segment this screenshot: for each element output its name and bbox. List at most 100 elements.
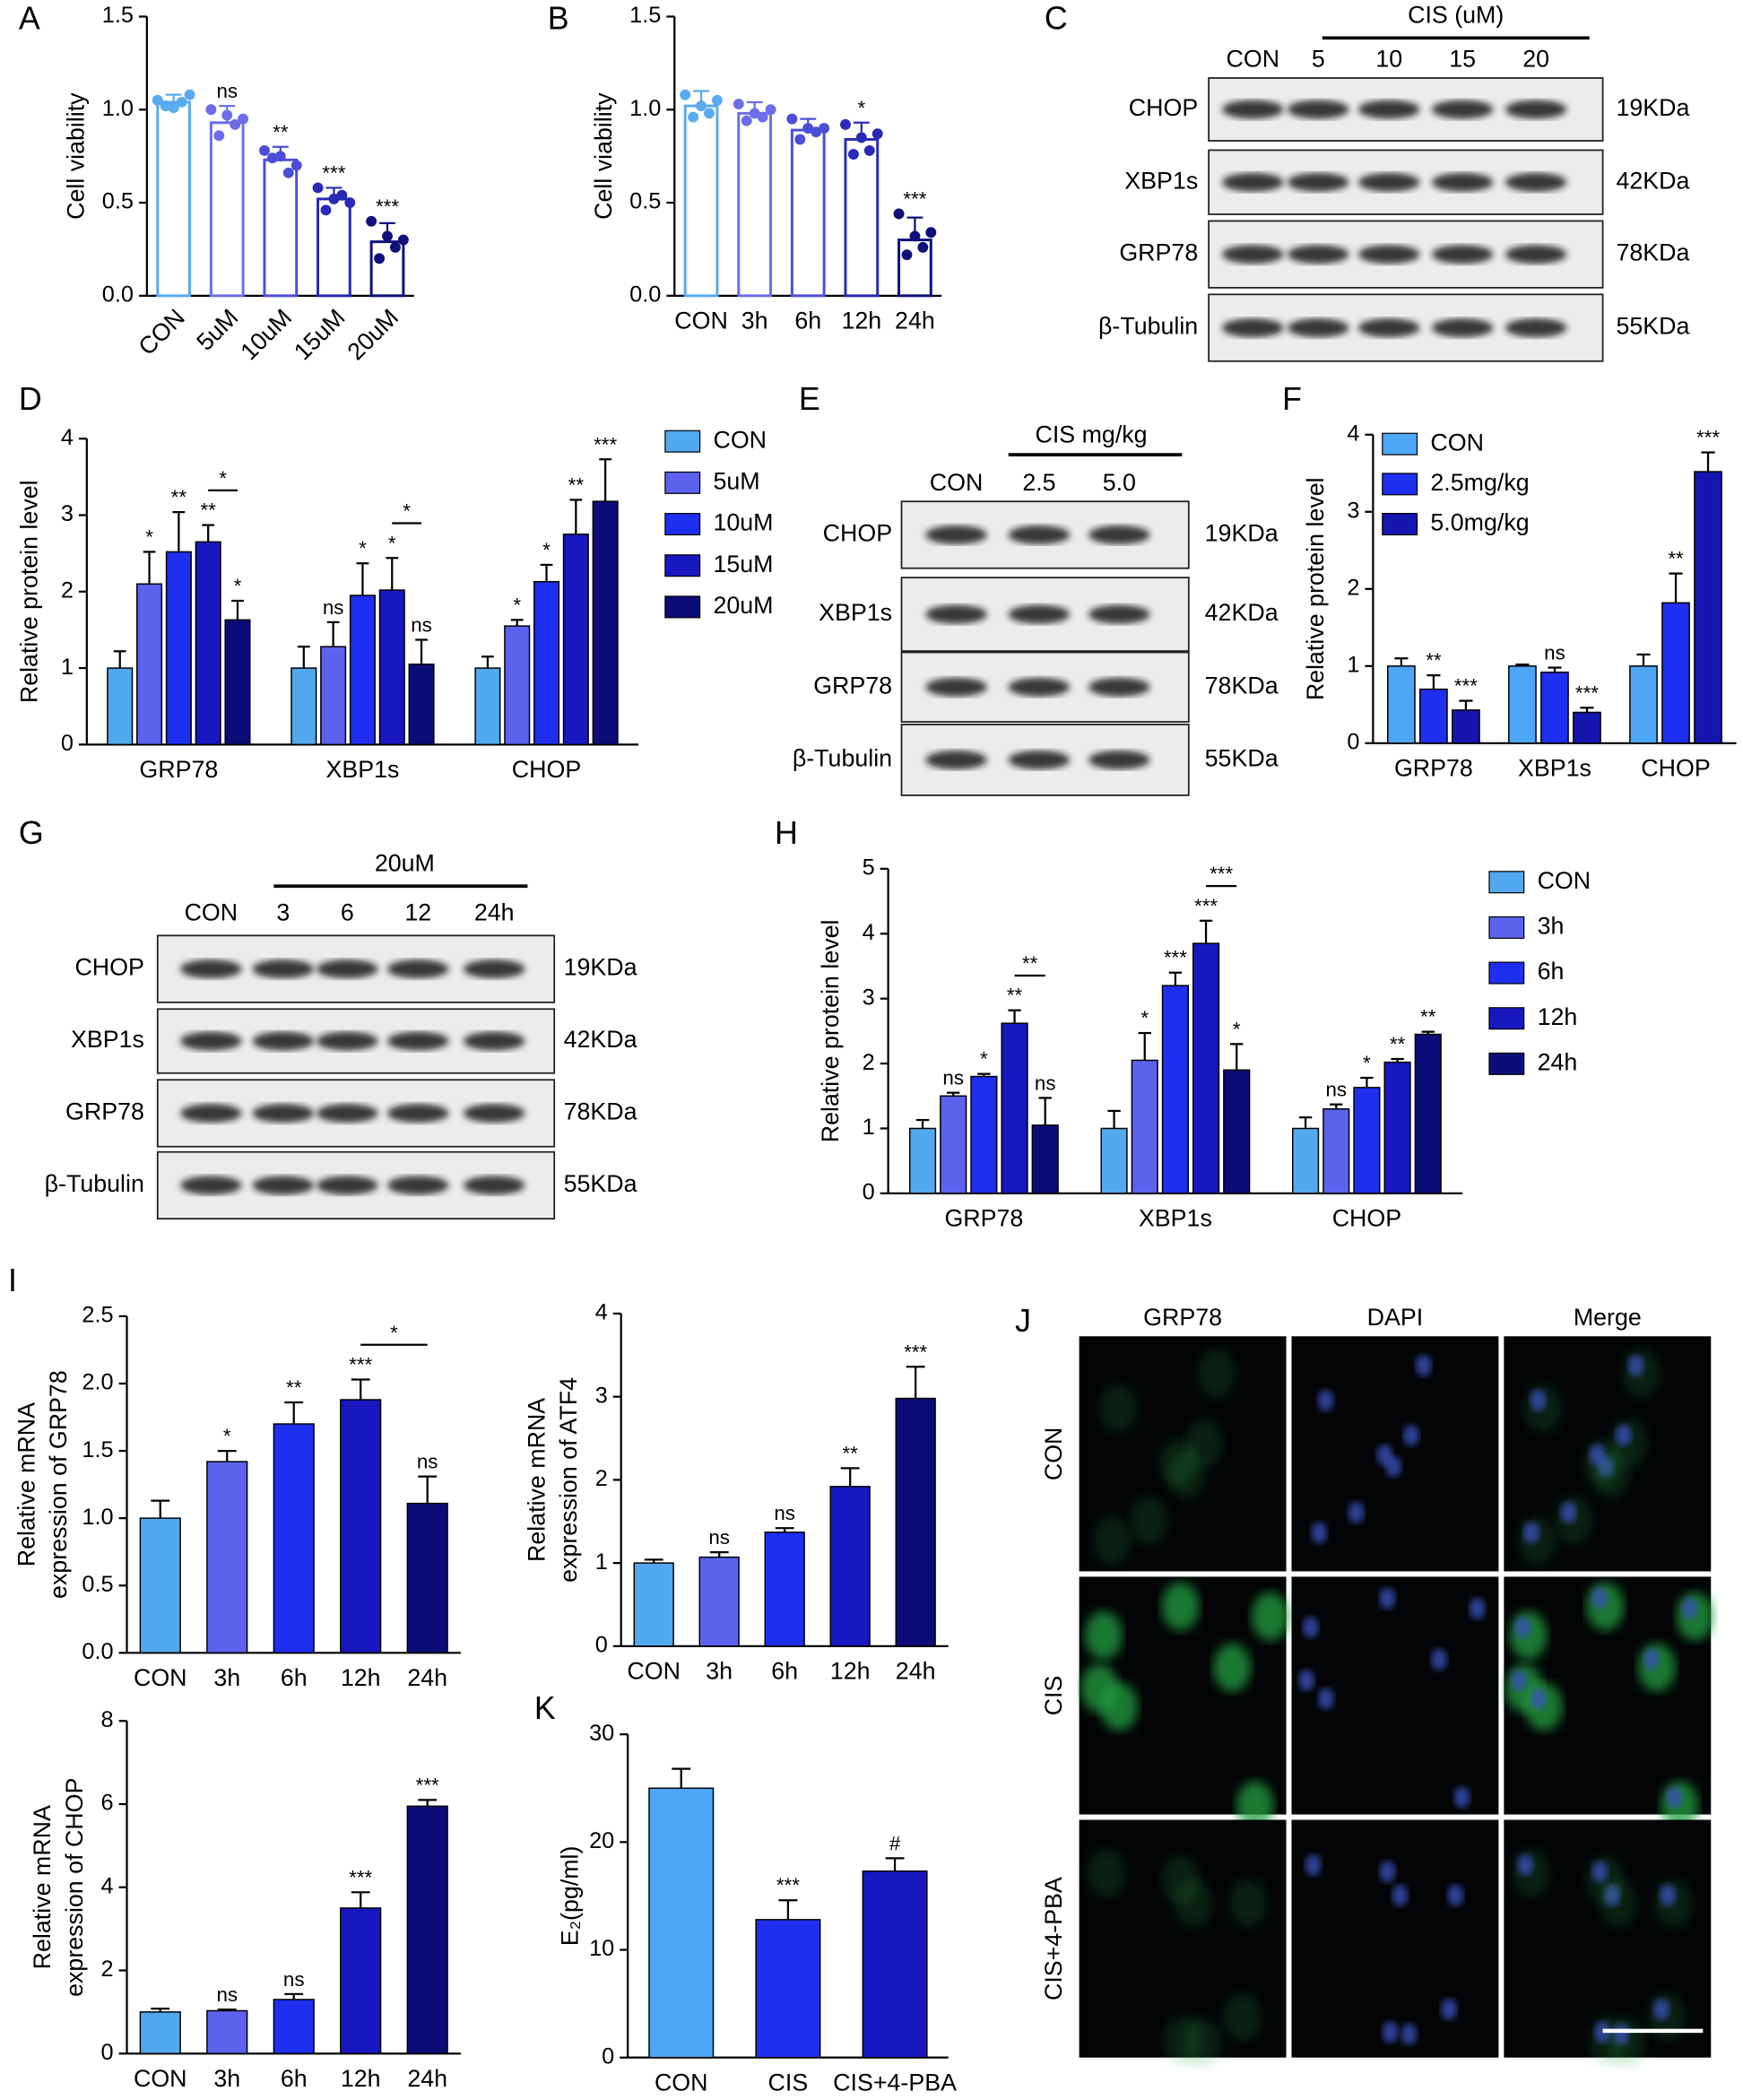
data-point (925, 227, 937, 239)
green-signal (1608, 2018, 1646, 2067)
blot-band (1505, 318, 1567, 338)
significance: ** (200, 499, 216, 522)
green-signal (1638, 1643, 1676, 1692)
data-point (741, 115, 752, 126)
bar (895, 1397, 936, 1647)
blot-header: 20uM (375, 849, 435, 876)
data-point (802, 123, 814, 134)
y-tick-label: 0.0 (629, 282, 661, 308)
blot-band (1008, 604, 1071, 624)
legend-swatch (1488, 961, 1525, 985)
data-point (397, 234, 409, 246)
bar (156, 100, 192, 298)
x-tick-label: 6h (771, 1658, 798, 1685)
x-tick-label: 6h (281, 1664, 308, 1691)
data-point (168, 102, 179, 114)
blot-band (1288, 100, 1349, 119)
nucleus (1666, 1786, 1683, 1809)
x-tick-label: CON (655, 2070, 708, 2096)
y-tick-label: 0.0 (82, 1639, 113, 1664)
bar (1452, 709, 1480, 744)
y-tick-label: 1 (1347, 653, 1359, 678)
significance: *** (349, 1354, 372, 1376)
bar (1291, 1127, 1320, 1194)
blot-band (1088, 751, 1150, 769)
significance: *** (594, 433, 617, 456)
data-point (160, 100, 171, 112)
legend-label: CON (1538, 867, 1591, 894)
nucleus (1591, 1861, 1609, 1883)
blot-band (463, 1176, 525, 1195)
bar (1161, 985, 1189, 1194)
y-tick-label: 2 (863, 1050, 875, 1075)
blot-band (463, 1104, 525, 1123)
x-tick-label: 10uM (235, 304, 297, 366)
y-tick-label: 0 (602, 2044, 614, 2069)
data-point (152, 94, 163, 106)
green-signal (1236, 1781, 1274, 1830)
bar (107, 667, 134, 746)
y-tick-label: 3 (595, 1383, 608, 1408)
nucleus (1311, 1522, 1328, 1544)
blot-band (1431, 318, 1494, 338)
protein-label: XBP1s (819, 599, 892, 626)
y-tick-label: 0.5 (102, 189, 134, 214)
nucleus (1431, 1648, 1448, 1670)
legend-label: 5uM (713, 467, 759, 494)
panel-letter: C (1045, 0, 1068, 36)
nucleus (1298, 1670, 1315, 1691)
protein-label: CHOP (74, 954, 143, 981)
green-signal (1654, 1879, 1692, 1928)
x-tick-label: 3h (213, 1664, 240, 1691)
size-label: 42KDa (564, 1026, 637, 1053)
bar (206, 2009, 248, 2054)
bar (1322, 1108, 1350, 1194)
legend-swatch (664, 471, 701, 494)
bar (1694, 471, 1722, 744)
significance: * (980, 1048, 988, 1071)
x-tick-label: 20uM (343, 304, 404, 366)
significance: * (1363, 1052, 1371, 1074)
legend-label: 24h (1538, 1048, 1578, 1075)
bar (195, 541, 221, 746)
nucleus (1453, 1786, 1470, 1809)
data-point (328, 193, 340, 204)
x-tick-label: 12h (341, 1664, 381, 1691)
protein-label: β-Tubulin (1098, 313, 1198, 340)
blot-band (1357, 100, 1420, 119)
bar (1100, 1127, 1128, 1194)
legend-swatch (1488, 915, 1525, 939)
protein-label: GRP78 (1119, 239, 1198, 266)
significance: * (542, 539, 551, 561)
green-signal (1183, 2018, 1221, 2067)
bar (263, 158, 299, 298)
lane-label: 3 (276, 899, 290, 926)
x-tick-label: CIS+4-PBA (833, 2070, 957, 2096)
y-axis-label: Relative protein level (15, 480, 42, 703)
data-point (221, 109, 233, 121)
data-point (290, 160, 302, 171)
blot-header: CIS mg/kg (1036, 421, 1148, 447)
panel-letter: J (1015, 1303, 1031, 1339)
x-tick-label: GRP78 (944, 1205, 1023, 1232)
y-tick-label: 0 (595, 1633, 608, 1658)
data-point (238, 113, 249, 125)
data-point (757, 111, 768, 123)
significance: ns (283, 1968, 305, 1991)
blot-band (1088, 677, 1150, 697)
data-point (811, 126, 822, 138)
size-label: 78KDa (1616, 239, 1689, 266)
data-point (786, 113, 798, 125)
legend-swatch (1382, 432, 1418, 456)
green-signal (1676, 1592, 1714, 1641)
protein-label: β-Tubulin (45, 1170, 144, 1197)
bar (737, 111, 773, 298)
blot-band (1357, 318, 1420, 338)
y-tick-label: 5 (863, 855, 875, 881)
lane-label: 5 (1312, 46, 1325, 73)
nucleus (1348, 1501, 1365, 1523)
bar (790, 128, 826, 298)
blot-band (1357, 245, 1420, 265)
data-point (258, 144, 270, 156)
data-point (863, 144, 875, 156)
